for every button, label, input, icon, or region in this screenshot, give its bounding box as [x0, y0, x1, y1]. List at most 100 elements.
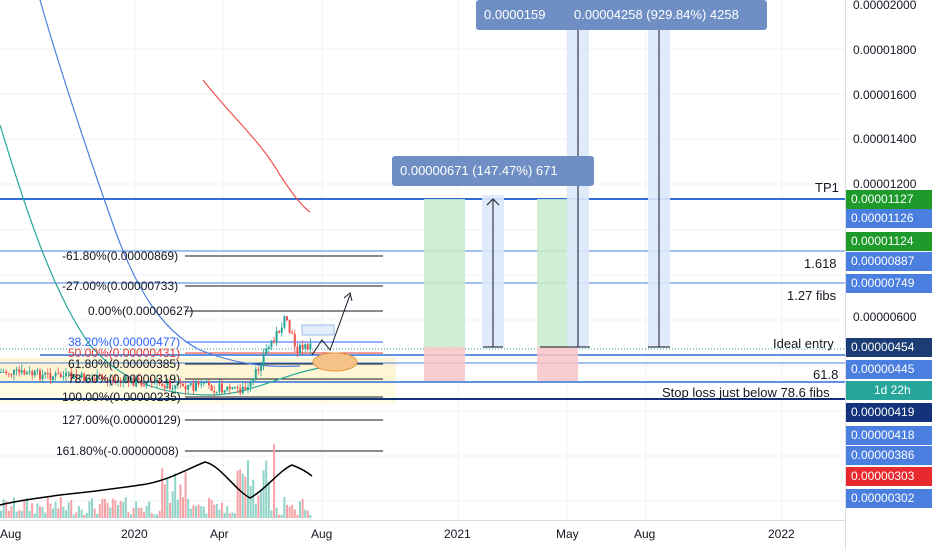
volume-bar: [52, 508, 54, 518]
fib-127-label: 1.27 fibs: [787, 288, 837, 303]
x-tick: 2022: [768, 527, 795, 541]
candle: [145, 382, 148, 387]
candle: [150, 381, 153, 383]
volume-bar: [5, 500, 8, 518]
projection-arrow: [311, 294, 351, 356]
volume-bar: [148, 501, 151, 518]
candle: [106, 379, 109, 382]
fib-label: -27.00%(0.00000733): [62, 279, 179, 293]
candle: [5, 371, 8, 374]
candle: [65, 373, 67, 377]
volume-bar: [283, 497, 286, 518]
volume-bar: [143, 512, 145, 518]
volume-bar: [111, 498, 114, 518]
volume-bar: [166, 478, 169, 518]
volume-bar: [257, 495, 260, 518]
fib-label: 38.20%(0.00000477): [68, 335, 181, 349]
volume-bar: [286, 504, 288, 518]
candle: [83, 373, 86, 381]
price-tag: 0.00000418: [846, 426, 932, 445]
candle: [33, 370, 36, 376]
candle: [59, 373, 62, 378]
x-tick: Aug: [0, 527, 22, 541]
volume-bar: [202, 506, 205, 518]
candle: [254, 369, 257, 379]
fib-label: 127.00%(0.00000129): [62, 413, 181, 427]
volume-bar: [72, 514, 75, 518]
volume-bar: [117, 505, 119, 518]
candle: [39, 370, 41, 380]
candle: [179, 383, 182, 385]
volume-bar: [182, 497, 184, 518]
volume-bar: [10, 506, 13, 518]
x-tick: Aug: [634, 527, 656, 541]
volume-bar: [236, 470, 239, 518]
x-tick: 2020: [121, 527, 148, 541]
candle: [301, 344, 304, 349]
candle: [98, 374, 101, 377]
volume-bar: [62, 506, 65, 518]
y-tick: 0.00001600: [853, 88, 917, 102]
volume-bar: [93, 508, 96, 518]
volume-bar: [265, 460, 268, 518]
volume-bar: [67, 502, 70, 518]
countdown-tag: 1d 22h: [846, 381, 932, 400]
volume-bar: [234, 513, 236, 518]
volume-bar: [304, 509, 307, 518]
candle: [10, 374, 13, 376]
candle: [184, 386, 187, 390]
volume-bar: [296, 514, 299, 518]
candle: [260, 366, 262, 371]
fib-1618-label: 1.618: [804, 256, 837, 271]
volume-bar: [226, 506, 229, 518]
candle: [249, 382, 252, 388]
candle: [13, 369, 15, 375]
price-tag: 0.00001127: [846, 190, 932, 209]
volume-bar: [213, 504, 216, 518]
candle: [72, 374, 75, 379]
volume-bar: [241, 473, 244, 518]
price-tag: 0.00000386: [846, 446, 932, 465]
fib-label: 78.60%(0.00000319): [68, 372, 181, 386]
candle: [67, 372, 70, 374]
candle: [130, 378, 132, 383]
candle: [226, 386, 229, 391]
candle: [28, 371, 31, 373]
candle: [208, 381, 210, 386]
volume-bar: [114, 500, 117, 518]
candle: [293, 333, 296, 347]
volume-bar: [119, 500, 122, 518]
volume-bar: [163, 484, 166, 518]
candle: [80, 373, 83, 378]
volume-bar: [291, 504, 294, 518]
candle: [210, 385, 213, 391]
volume-bar: [223, 512, 226, 518]
candle: [176, 383, 179, 386]
volume-bar: [267, 482, 270, 518]
candle: [252, 378, 255, 383]
volume-bar: [301, 498, 304, 518]
candle: [169, 379, 171, 389]
candle: [148, 381, 151, 383]
volume-bar: [2, 499, 5, 518]
tp1-label: TP1: [815, 180, 839, 195]
volume-bar: [65, 510, 67, 518]
candle: [101, 376, 104, 379]
volume-bar: [106, 502, 109, 518]
volume-bar: [15, 511, 18, 518]
long-position-1[interactable]: [424, 199, 465, 381]
volume-bar: [78, 506, 80, 518]
candle: [158, 379, 161, 384]
price-tag: 0.00000303: [846, 467, 932, 486]
candles: [0, 315, 312, 397]
fib-label: 50.00%(0.00000431): [68, 346, 181, 360]
candle: [114, 380, 117, 382]
volume-bar: [208, 497, 210, 518]
candle: [7, 373, 10, 375]
volume-bar: [39, 506, 41, 518]
volume-bar: [140, 507, 143, 518]
candle: [273, 340, 275, 343]
volume-bar: [200, 506, 203, 518]
volume-bar: [293, 509, 296, 518]
